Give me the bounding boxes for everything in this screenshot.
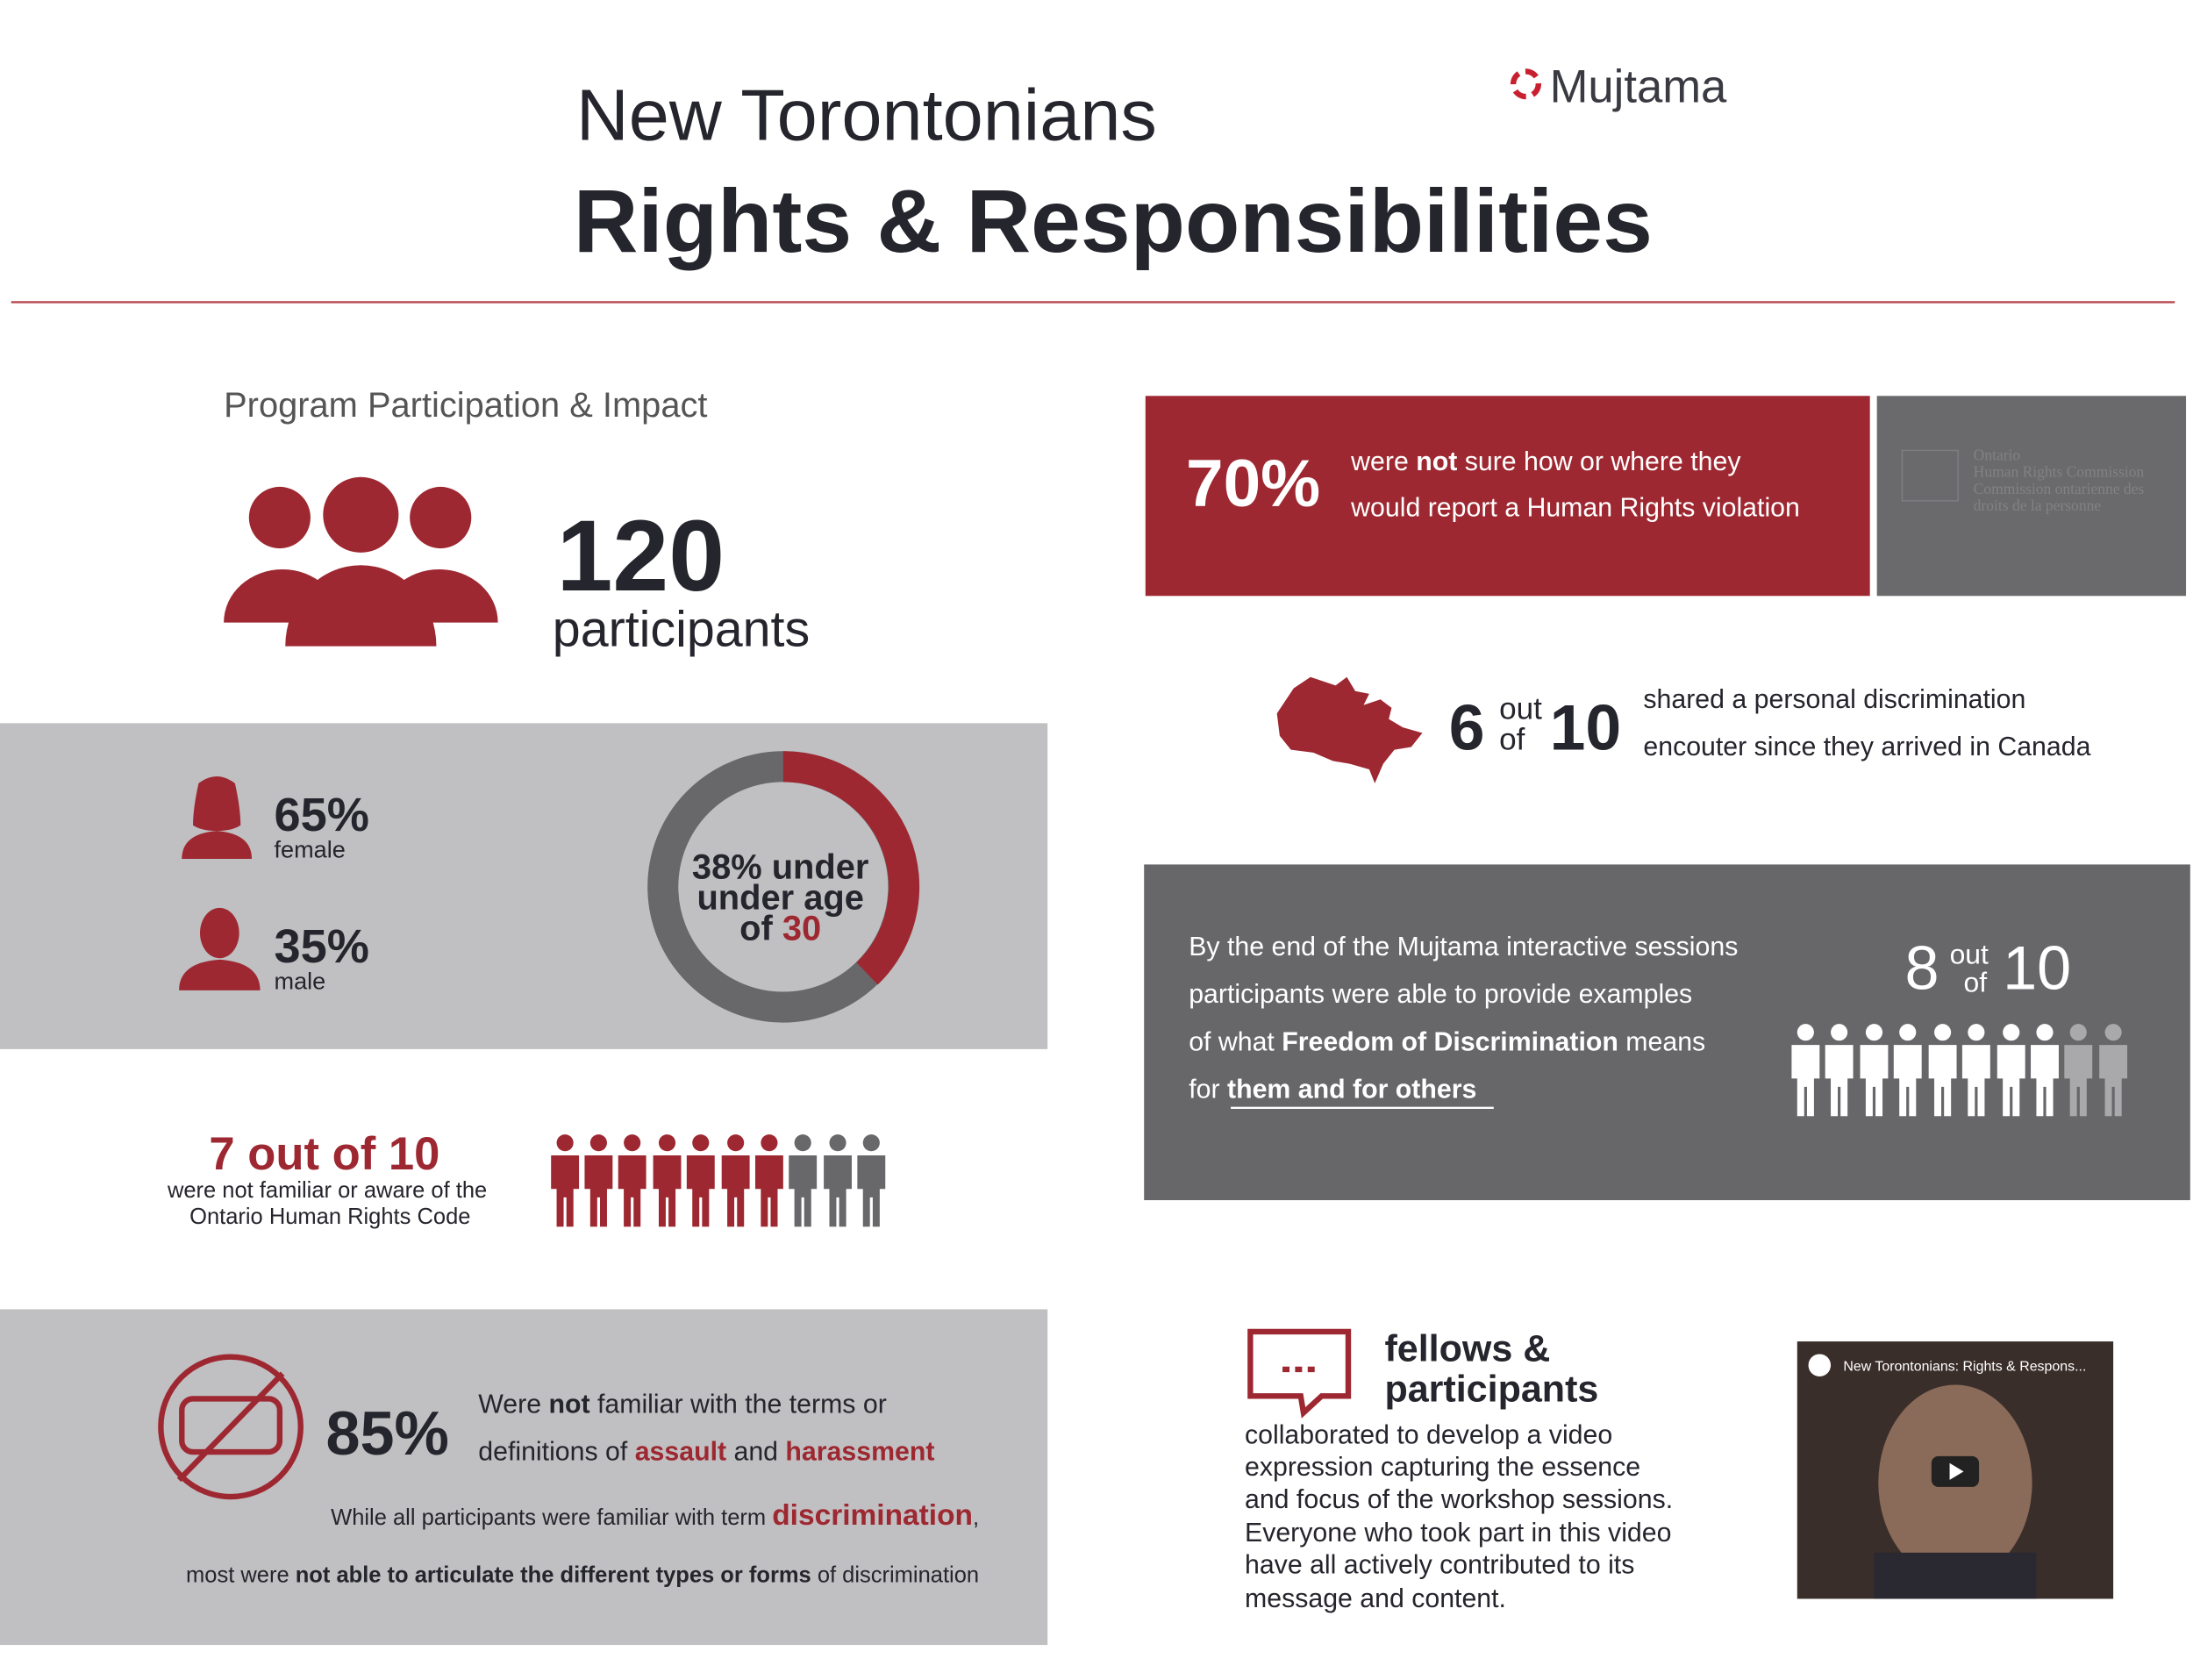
female-label: female xyxy=(275,835,346,862)
male-icon xyxy=(179,907,261,990)
encounter-out: out xyxy=(1499,692,1542,726)
video-heading: participants xyxy=(1384,1369,1598,1411)
encounter-line: encouter since they arrived in Canada xyxy=(1643,733,2090,761)
play-icon xyxy=(1949,1462,1964,1480)
people-icon xyxy=(224,476,498,647)
video-line: Everyone who took part in this video xyxy=(1245,1519,1671,1548)
awareness-line: were not familiar or aware of the xyxy=(167,1178,487,1203)
emphasis: not xyxy=(548,1390,589,1419)
emphasis: not able to articulate the different typ… xyxy=(296,1562,811,1587)
partner-crest xyxy=(1901,449,1959,502)
chat-icon xyxy=(1247,1328,1352,1419)
reporting-line: would report a Human Rights violation xyxy=(1350,493,1800,522)
emphasis: not xyxy=(1416,447,1457,476)
text: were xyxy=(1350,447,1416,476)
partner-panel xyxy=(1876,396,2187,597)
text: sure how or where they xyxy=(1457,447,1741,476)
age-line: under age xyxy=(696,878,863,917)
reporting-line: were not sure how or where they xyxy=(1350,447,1741,476)
text: for xyxy=(1189,1076,1227,1105)
encounter-num: 6 xyxy=(1449,692,1485,764)
sessions-line: of what Freedom of Discrimination means xyxy=(1189,1027,1705,1056)
age-line: of 30 xyxy=(739,909,821,947)
reporting-stat: 70% xyxy=(1186,447,1320,521)
text: most were xyxy=(186,1562,296,1587)
emphasis: them and for others xyxy=(1227,1076,1476,1105)
text: Were xyxy=(478,1390,548,1419)
participant-label: participants xyxy=(553,602,810,658)
harassment-line: definitions of assault and harassment xyxy=(478,1438,934,1467)
sessions-line: By the end of the Mujtama interactive se… xyxy=(1189,933,1738,962)
harassment-stat: 85% xyxy=(325,1398,448,1468)
partner-line: Ontario xyxy=(1974,447,2021,464)
canada-icon xyxy=(1276,676,1423,783)
participant-count: 120 xyxy=(557,500,725,612)
encounter-den: 10 xyxy=(1550,692,1622,764)
title: Rights & Responsibilities xyxy=(574,171,1653,271)
awareness-stat: 7 out of 10 xyxy=(209,1128,439,1180)
emphasis: Freedom of Discrimination xyxy=(1282,1027,1618,1056)
harassment-line: While all participants were familiar wit… xyxy=(331,1499,979,1532)
video-line: message and content. xyxy=(1245,1584,1506,1613)
sessions-out: out xyxy=(1950,939,1989,970)
video-title: New Torontonians: Rights & Respons... xyxy=(1843,1360,2086,1375)
male-pct: 35% xyxy=(275,920,369,973)
text: , xyxy=(973,1505,979,1530)
sessions-of: of xyxy=(1964,966,1988,997)
partner-line: Human Rights Commission xyxy=(1974,463,2145,481)
partner-line: Commission ontarienne des xyxy=(1974,480,2145,497)
text: and xyxy=(726,1438,785,1467)
partner-line: droits de la personne xyxy=(1974,497,2102,514)
text: familiar with the terms or xyxy=(590,1390,887,1419)
encounter-line: shared a personal discrimination xyxy=(1643,685,2025,714)
harassment-line: most were not able to articulate the dif… xyxy=(186,1562,979,1587)
text: means xyxy=(1618,1027,1705,1056)
no-fist-icon xyxy=(158,1354,304,1500)
section-heading: Program Participation & Impact xyxy=(224,386,707,425)
emphasis: assault xyxy=(635,1438,726,1467)
emphasis: harassment xyxy=(785,1438,934,1467)
female-pct: 65% xyxy=(275,789,369,841)
encounter-of: of xyxy=(1499,723,1525,757)
logo-icon xyxy=(1510,68,1542,100)
text: of discrimination xyxy=(811,1562,979,1587)
age-value: 30 xyxy=(782,909,821,947)
harassment-line: Were not familiar with the terms or xyxy=(478,1390,887,1419)
text: definitions of xyxy=(478,1438,634,1467)
video-line: have all actively contributed to its xyxy=(1245,1551,1634,1580)
logo-text: Mujtama xyxy=(1550,61,1727,112)
male-label: male xyxy=(275,967,326,994)
sessions-num: 8 xyxy=(1905,933,1939,1002)
age-line: 38% under xyxy=(692,847,869,886)
video-heading: fellows & xyxy=(1384,1327,1550,1369)
subtitle: New Torontonians xyxy=(576,75,1157,156)
age-prefix: of xyxy=(739,909,773,947)
video-line: collaborated to develop a video xyxy=(1245,1420,1612,1449)
female-icon xyxy=(182,776,252,860)
sessions-line: participants were able to provide exampl… xyxy=(1189,980,1692,1009)
harassment-panel xyxy=(0,1309,1048,1646)
sessions-line: for them and for others xyxy=(1189,1076,1476,1105)
awareness-line: Ontario Human Rights Code xyxy=(189,1205,470,1229)
age-donut xyxy=(647,751,920,1023)
reporting-panel xyxy=(1145,396,1870,597)
video-thumbnail[interactable]: New Torontonians: Rights & Respons... xyxy=(1797,1341,2114,1599)
emphasis: discrimination xyxy=(772,1499,973,1532)
video-shirt xyxy=(1874,1552,2037,1599)
video-line: expression capturing the essence xyxy=(1245,1453,1640,1482)
sessions-den: 10 xyxy=(2003,933,2071,1002)
demographics-panel xyxy=(0,723,1048,1049)
text: While all participants were familiar wit… xyxy=(331,1505,772,1530)
channel-icon xyxy=(1808,1354,1832,1376)
text: of what xyxy=(1189,1027,1282,1056)
video-line: and focus of the workshop sessions. xyxy=(1245,1485,1673,1514)
